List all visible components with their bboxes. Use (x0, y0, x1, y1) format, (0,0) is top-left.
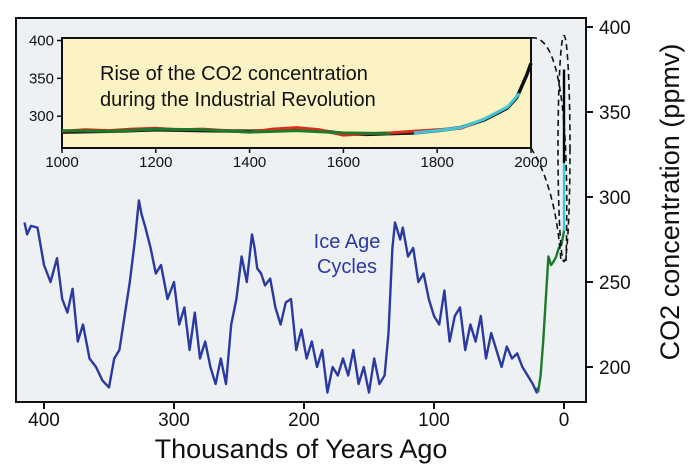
inset-x-tick-label: 1200 (139, 154, 172, 171)
inset-x-tick-label: 1000 (45, 154, 78, 171)
ice-age-cycles-annotation: Ice Age Cycles (314, 231, 381, 278)
x-axis-title: Thousands of Years Ago (155, 434, 448, 464)
zoom-connector-lines (530, 34, 571, 263)
x-tick-label: 100 (418, 410, 450, 431)
inset-x-tick-label: 1800 (421, 154, 454, 171)
main-y-tick-labels: 200 250 300 350 400 (599, 18, 631, 379)
inset-y-tick-label: 300 (29, 108, 54, 125)
zoom-connector (530, 37, 568, 262)
x-tick-label: 300 (158, 410, 190, 431)
inset-y-tick-label: 400 (29, 33, 54, 50)
zoom-ellipse (557, 34, 571, 263)
inset-title-line-2: during the Industrial Revolution (100, 89, 376, 111)
inset-series-line (413, 92, 521, 135)
y-tick-label: 250 (599, 273, 631, 294)
y-tick-label: 350 (599, 103, 631, 124)
inset-plot-lines (61, 62, 533, 137)
zoom-connector (530, 147, 562, 262)
inset-title-line-1: Rise of the CO2 concentration (100, 63, 368, 85)
x-tick-label: 0 (559, 410, 570, 431)
y-tick-label: 300 (599, 188, 631, 209)
inset-x-tick-label: 1600 (327, 154, 360, 171)
series-line (23, 199, 540, 394)
inset-x-tick-label: 1400 (233, 154, 266, 171)
main-tick-marks (43, 26, 593, 409)
inset-y-tick-labels: 300 350 400 (29, 33, 62, 125)
inset-x-tick-labels: 1000 1200 1400 1600 1800 2000 (45, 148, 548, 171)
y-tick-label: 200 (599, 358, 631, 379)
y-axis-title: CO2 concentration (ppmv) (655, 44, 685, 361)
inset-x-tick-label: 2000 (514, 154, 547, 171)
y-tick-label: 400 (599, 18, 631, 39)
x-tick-label: 200 (288, 410, 320, 431)
main-x-tick-labels: 400 300 200 100 0 (28, 410, 569, 431)
inset-y-tick-label: 350 (29, 70, 54, 87)
x-tick-label: 400 (28, 410, 60, 431)
inset-series-line (61, 127, 391, 136)
